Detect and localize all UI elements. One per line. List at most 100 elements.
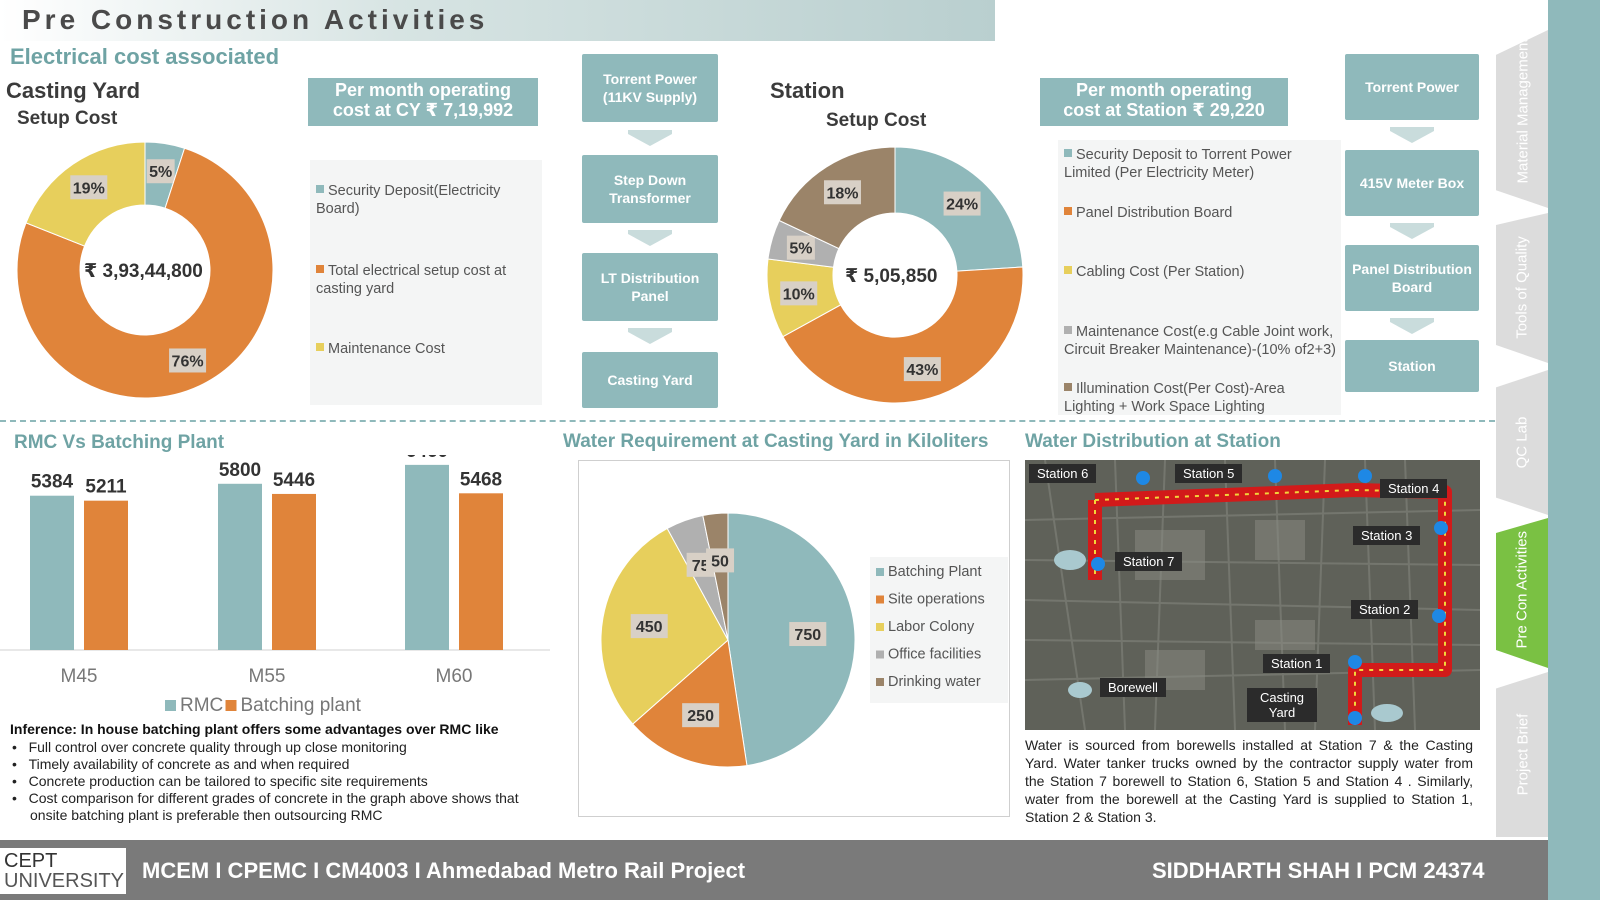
x-tick-label: M55 — [249, 666, 286, 687]
slice-label: 50 — [711, 553, 729, 570]
station-op-cost-line1: Per month operating — [1075, 80, 1252, 100]
legend-swatch — [316, 185, 324, 193]
footer-author: SIDDHARTH SHAH I PCM 24374 — [1152, 858, 1485, 883]
map-label-station-2: Station 2 — [1351, 600, 1419, 619]
map-label-station-5: Station 5 — [1175, 464, 1243, 483]
borewell-marker — [1371, 704, 1403, 722]
legend-swatch — [876, 623, 884, 631]
borewell-marker — [1068, 682, 1092, 698]
map-label-station-6: Station 6 — [1029, 464, 1097, 483]
bar-batching-plant — [459, 493, 503, 650]
inference-bullet-text: Timely availability of concrete as and w… — [28, 756, 350, 772]
slice-label: 5% — [789, 241, 812, 258]
station-center-value: ₹ 5,05,850 — [845, 266, 938, 287]
bar-batching-plant — [272, 493, 316, 650]
cy-legend-label: Maintenance Cost — [328, 341, 445, 357]
footer-bar — [0, 840, 1548, 900]
map-label-casting-yard: Casting Yard — [1247, 688, 1317, 722]
inference-bullet: • Timely availability of concrete as and… — [12, 756, 350, 772]
station-flow-step-3: Panel Distribution Board — [1345, 245, 1479, 311]
station-legend-item-maintenance: Maintenance Cost(e.g Cable Joint work, C… — [1064, 323, 1336, 359]
tab-qc-lab[interactable]: QC Lab — [1496, 370, 1548, 515]
slice-label-box — [780, 281, 818, 306]
station-donut-chart: 24% 43% 10% 5% 18% — [766, 146, 1024, 404]
station-legend-label: Cabling Cost (Per Station) — [1076, 264, 1245, 280]
legend-label: RMC — [180, 695, 223, 716]
cy-center-value: ₹ 3,93,44,800 — [84, 261, 203, 282]
tab-label: Project Brief — [1514, 713, 1532, 796]
pie-slice — [702, 512, 729, 641]
distribution-heading: Water Distribution at Station — [1025, 431, 1281, 452]
title-band — [0, 0, 995, 41]
bar-batching-plant — [84, 500, 128, 650]
map-streets — [1025, 460, 1480, 730]
tab-label: Pre Con Activities — [1513, 530, 1531, 649]
tab-label: QC Lab — [1513, 416, 1531, 469]
map-label-station-1: Station 1 — [1263, 654, 1331, 673]
slice-label: 75 — [692, 558, 710, 575]
bar-rmc — [405, 464, 449, 650]
legend-swatch — [316, 265, 324, 273]
slice-label-box — [70, 175, 108, 200]
distribution-map: Station 6 Station 5 Station 4 Station 3 … — [1025, 460, 1480, 730]
inference-bullet-text: Full control over concrete quality throu… — [28, 739, 407, 755]
station-title: Station — [770, 78, 845, 103]
logo-line1: CEPT — [4, 850, 58, 872]
legend-swatch — [1064, 266, 1072, 274]
logo-line2: UNIVERSITY — [4, 870, 125, 892]
pie-slice — [16, 147, 274, 399]
flow-arrow — [1390, 318, 1434, 334]
bar-rmc — [218, 483, 262, 650]
slice-label-box — [682, 703, 720, 728]
inference-bullet: • Full control over concrete quality thr… — [12, 739, 407, 755]
legend-label: Batching plant — [241, 695, 362, 716]
legend-swatch — [1064, 326, 1072, 334]
legend-swatch — [1064, 149, 1072, 157]
cy-legend-item-maintenance: Maintenance Cost — [316, 340, 540, 358]
water-legend-box — [870, 557, 1008, 703]
cy-donut-chart: 5% 76% 19% — [16, 141, 274, 399]
slice-label: 10% — [783, 286, 815, 303]
slice-label-box — [630, 614, 668, 639]
bar-value-label: 5384 — [31, 472, 74, 493]
bar-value-label: 5211 — [85, 477, 127, 498]
slice-label-box — [169, 348, 207, 373]
metro-markers — [1091, 469, 1448, 725]
station-subtitle: Setup Cost — [826, 110, 927, 131]
slice-label: 450 — [636, 619, 663, 636]
tab-tools-of-quality[interactable]: Tools of Quality — [1496, 213, 1548, 363]
slice-label: 19% — [73, 180, 105, 197]
tab-pre-con-activities[interactable]: Pre Con Activities — [1496, 518, 1548, 668]
cy-legend-label: Security Deposit(Electricity Board) — [316, 183, 501, 217]
slice-label: 24% — [946, 197, 978, 214]
station-legend-label: Panel Distribution Board — [1076, 205, 1233, 221]
cy-op-cost-line2: cost at CY ₹ 7,19,992 — [332, 100, 514, 120]
station-op-cost-box: Per month operating cost at Station ₹ 29… — [1040, 78, 1288, 126]
borewell-marker — [1054, 550, 1086, 570]
legend-swatch — [225, 700, 237, 711]
slice-label: 43% — [906, 362, 938, 379]
station-legend-item-illumination: Illumination Cost(Per Cost)-Area Lightin… — [1064, 380, 1336, 416]
water-pie-chart: 750 250 450 75 50 Batching Plant Site operatio… — [600, 512, 1008, 768]
station-legend-label: Security Deposit to Torrent Power Limite… — [1064, 147, 1292, 181]
cept-logo: CEPT UNIVERSITY — [0, 848, 126, 894]
pie-slice — [782, 266, 1024, 404]
slice-label-box — [706, 548, 735, 573]
flow-arrow — [628, 328, 672, 344]
slice-label: 18% — [826, 185, 858, 202]
tab-material-management[interactable]: Material Management — [1496, 30, 1548, 208]
map-label-station-3: Station 3 — [1353, 526, 1421, 545]
station-flow-step-4: Station — [1345, 340, 1479, 392]
station-legend-item-panel: Panel Distribution Board — [1064, 204, 1336, 222]
slice-label-box — [903, 357, 941, 382]
legend-swatch — [876, 678, 884, 686]
station-legend-label: Illumination Cost(Per Cost)-Area Lightin… — [1064, 381, 1285, 415]
water-route-dash — [1094, 488, 1446, 725]
legend-swatch — [876, 650, 884, 659]
tab-project-brief[interactable]: Project Brief — [1496, 672, 1548, 837]
inference-title: Inference: In house batching plant offer… — [10, 721, 499, 737]
bar-value-label: 5446 — [273, 470, 315, 491]
inference-bullet: • Cost comparison for different grades o… — [12, 790, 519, 823]
cy-flow-step-1: Torrent Power (11KV Supply) — [582, 54, 718, 122]
legend-label: Office facilities — [888, 647, 981, 663]
